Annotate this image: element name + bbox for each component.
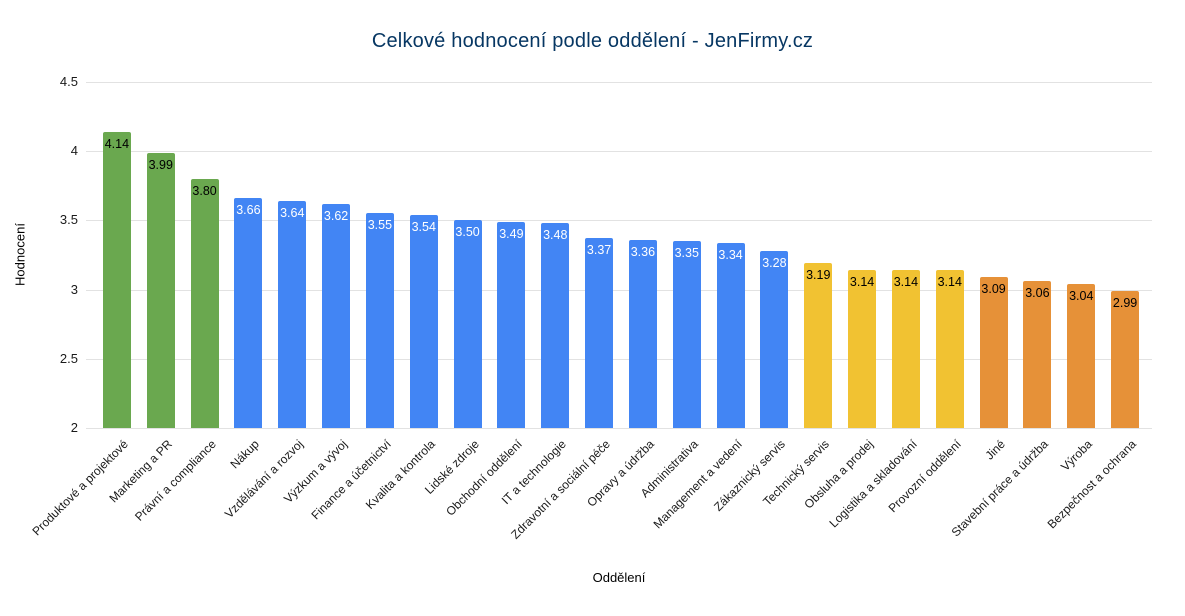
bar[interactable] bbox=[628, 239, 657, 428]
gridline bbox=[86, 428, 1152, 429]
gridline bbox=[86, 82, 1152, 83]
bar[interactable] bbox=[891, 270, 920, 428]
bar-value-label: 3.35 bbox=[674, 246, 699, 261]
bar-value-label: 3.04 bbox=[1069, 289, 1094, 304]
bar-value-label: 3.66 bbox=[236, 203, 261, 218]
bar-value-label: 3.19 bbox=[806, 268, 831, 283]
bar-value-label: 3.80 bbox=[192, 183, 217, 198]
bar-value-label: 3.14 bbox=[937, 275, 962, 290]
bar[interactable] bbox=[453, 220, 482, 428]
bar-value-label: 2.99 bbox=[1112, 295, 1138, 310]
bar[interactable] bbox=[848, 270, 877, 428]
bar[interactable] bbox=[935, 270, 964, 428]
bar[interactable] bbox=[760, 250, 789, 428]
bar-value-label: 3.28 bbox=[762, 255, 787, 270]
bar-value-label: 3.62 bbox=[323, 208, 349, 223]
bar[interactable] bbox=[146, 152, 175, 428]
bar-value-label: 3.37 bbox=[586, 243, 612, 258]
bar-value-label: 3.06 bbox=[1025, 286, 1050, 301]
bar[interactable] bbox=[716, 242, 745, 428]
bar[interactable] bbox=[322, 203, 351, 428]
bar-value-label: 4.14 bbox=[104, 136, 130, 151]
bar[interactable] bbox=[190, 178, 219, 428]
y-tick-label: 4.5 bbox=[59, 74, 78, 89]
bar[interactable] bbox=[1067, 284, 1096, 428]
bar-value-label: 3.36 bbox=[630, 244, 656, 259]
y-tick-label: 4 bbox=[70, 143, 78, 159]
y-tick-label: 2.5 bbox=[59, 350, 78, 366]
bar-value-label: 3.14 bbox=[849, 275, 875, 290]
bar-value-label: 3.49 bbox=[499, 226, 524, 241]
gridline bbox=[86, 151, 1152, 153]
bar-value-label: 3.48 bbox=[543, 228, 568, 243]
bar[interactable] bbox=[365, 213, 394, 428]
bar-value-label: 3.34 bbox=[718, 247, 743, 262]
gridline bbox=[86, 358, 1152, 360]
y-tick-label: 3.5 bbox=[59, 212, 78, 228]
chart-title: Celkové hodnocení podle oddělení - JenFi… bbox=[371, 30, 814, 52]
bar[interactable] bbox=[541, 223, 570, 428]
bar-value-label: 3.50 bbox=[455, 225, 480, 240]
bar[interactable] bbox=[1111, 290, 1140, 428]
gridline bbox=[86, 289, 1152, 291]
bar[interactable] bbox=[804, 263, 833, 428]
bar-value-label: 3.09 bbox=[981, 282, 1006, 297]
bar[interactable] bbox=[278, 201, 307, 428]
bar-value-label: 3.99 bbox=[148, 157, 173, 172]
gridline bbox=[86, 220, 1152, 222]
bar[interactable] bbox=[102, 131, 131, 428]
bar-value-label: 3.55 bbox=[367, 218, 393, 233]
bar[interactable] bbox=[585, 238, 614, 428]
bar[interactable] bbox=[234, 198, 263, 428]
bar[interactable] bbox=[1023, 281, 1052, 428]
bar-value-label: 3.64 bbox=[280, 206, 305, 221]
bar-value-label: 3.54 bbox=[411, 219, 436, 234]
bar-value-label: 3.14 bbox=[893, 275, 919, 290]
bar[interactable] bbox=[409, 214, 438, 428]
x-axis-title: Oddělení bbox=[592, 570, 646, 585]
bar[interactable] bbox=[979, 277, 1008, 428]
bar[interactable] bbox=[497, 221, 526, 428]
y-tick-label: 3 bbox=[70, 281, 78, 297]
y-tick-label: 2 bbox=[70, 420, 78, 435]
y-axis-title: Hodnocení bbox=[12, 223, 28, 286]
bar[interactable] bbox=[672, 241, 701, 428]
